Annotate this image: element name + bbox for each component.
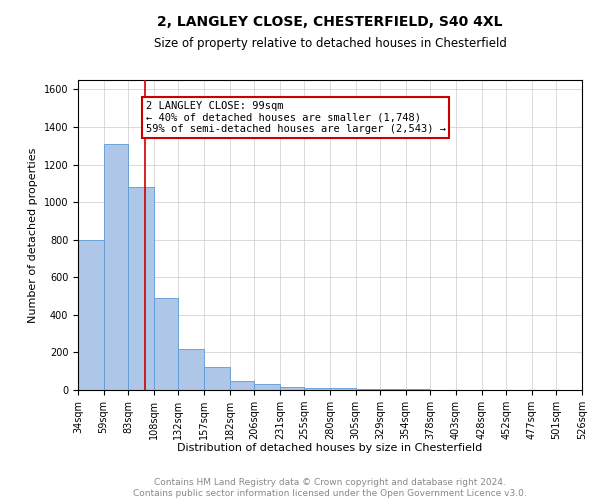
Bar (178, 348, 204, 390)
Bar (78, 240, 104, 390)
Text: 2, LANGLEY CLOSE, CHESTERFIELD, S40 4XL: 2, LANGLEY CLOSE, CHESTERFIELD, S40 4XL (157, 15, 503, 29)
Bar (154, 298, 178, 390)
Bar (204, 366, 230, 390)
Text: Size of property relative to detached houses in Chesterfield: Size of property relative to detached ho… (154, 38, 506, 51)
Bar (304, 388, 330, 390)
Text: Contains HM Land Registry data © Crown copyright and database right 2024.
Contai: Contains HM Land Registry data © Crown c… (133, 478, 527, 498)
Bar (330, 388, 356, 390)
Bar (254, 384, 280, 390)
Bar (230, 380, 254, 390)
Bar (356, 389, 380, 390)
Bar (104, 144, 128, 390)
Bar (380, 389, 406, 390)
Y-axis label: Number of detached properties: Number of detached properties (28, 148, 38, 322)
X-axis label: Distribution of detached houses by size in Chesterfield: Distribution of detached houses by size … (178, 444, 482, 454)
Bar (280, 387, 304, 390)
Bar (128, 187, 154, 390)
Text: 2 LANGLEY CLOSE: 99sqm
← 40% of detached houses are smaller (1,748)
59% of semi-: 2 LANGLEY CLOSE: 99sqm ← 40% of detached… (146, 100, 446, 134)
